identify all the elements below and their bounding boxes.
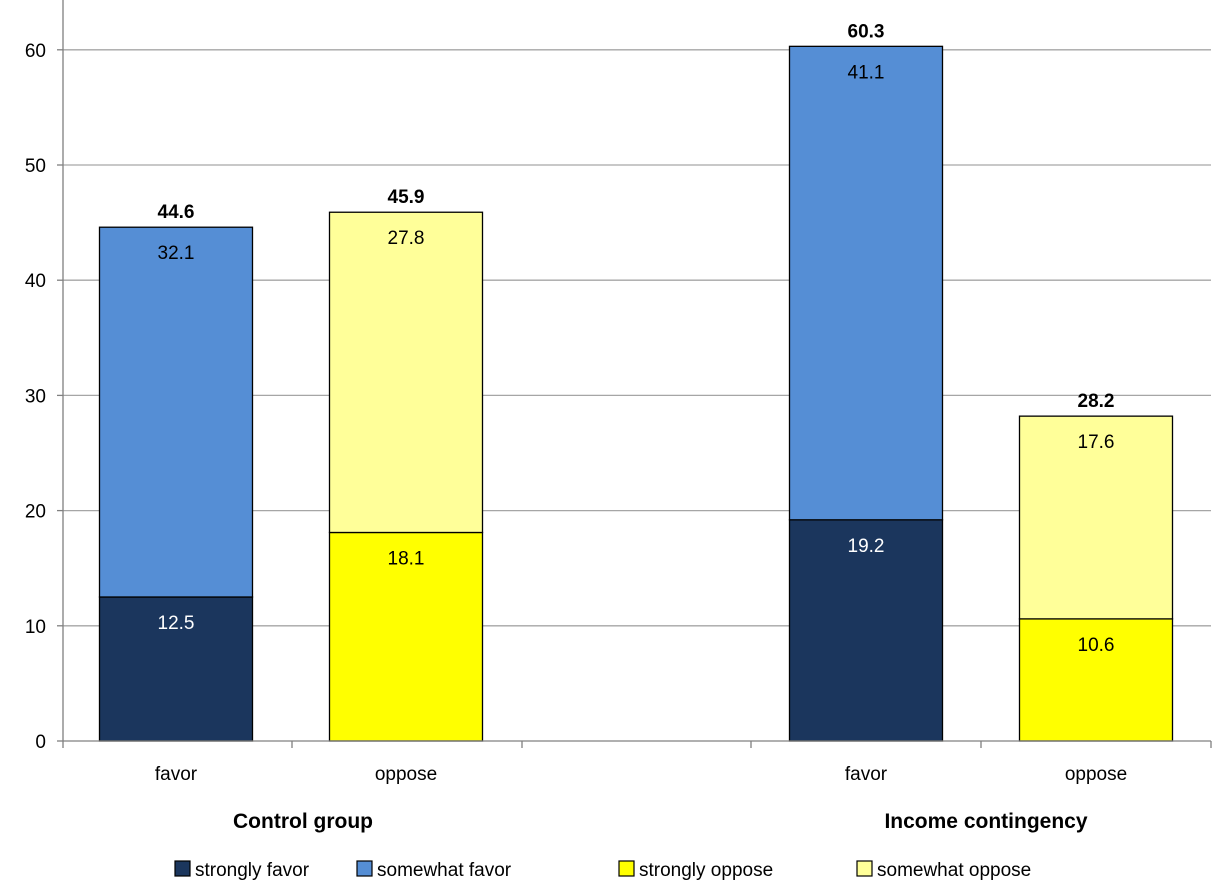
data-label: 27.8 xyxy=(388,228,425,249)
bar-segment-strongly-favor xyxy=(788,519,944,742)
data-label: 32.1 xyxy=(158,243,195,264)
group-label: Control group xyxy=(233,810,373,833)
total-label: 60.3 xyxy=(848,21,885,42)
y-tick-label: 20 xyxy=(25,502,46,523)
legend-swatch xyxy=(356,860,373,877)
total-label: 28.2 xyxy=(1078,391,1115,412)
bar-segment-strongly-favor xyxy=(98,596,254,742)
total-label: 45.9 xyxy=(388,187,425,208)
y-tick-label: 60 xyxy=(25,41,46,62)
bar-segment-somewhat-favor xyxy=(788,45,944,521)
x-category-label: favor xyxy=(155,764,198,785)
x-category-label: oppose xyxy=(375,764,437,785)
data-label: 10.6 xyxy=(1078,635,1115,656)
y-tick-label: 30 xyxy=(25,386,46,407)
y-tick-label: 10 xyxy=(25,617,46,638)
y-tick-label: 50 xyxy=(25,156,46,177)
y-tick-label: 0 xyxy=(35,732,46,753)
data-label: 19.2 xyxy=(848,536,885,557)
data-label: 18.1 xyxy=(388,548,425,569)
x-category-label: favor xyxy=(845,764,888,785)
legend-label: somewhat favor xyxy=(377,860,512,881)
legend-swatch xyxy=(856,860,873,877)
legend-swatch xyxy=(618,860,635,877)
total-label: 44.6 xyxy=(158,202,195,223)
bar-segment-somewhat-oppose xyxy=(1018,415,1174,620)
data-label: 17.6 xyxy=(1078,432,1115,453)
data-label: 41.1 xyxy=(848,62,885,83)
bar-segment-strongly-oppose xyxy=(328,531,484,742)
data-label: 12.5 xyxy=(158,613,195,634)
y-tick-label: 40 xyxy=(25,271,46,292)
x-category-label: oppose xyxy=(1065,764,1127,785)
bar-segment-somewhat-favor xyxy=(98,226,254,598)
group-label: Income contingency xyxy=(884,810,1087,833)
legend-label: somewhat oppose xyxy=(877,860,1031,881)
bar-segment-somewhat-oppose xyxy=(328,211,484,534)
legend-label: strongly oppose xyxy=(639,860,773,881)
legend-label: strongly favor xyxy=(195,860,310,881)
legend-swatch xyxy=(174,860,191,877)
